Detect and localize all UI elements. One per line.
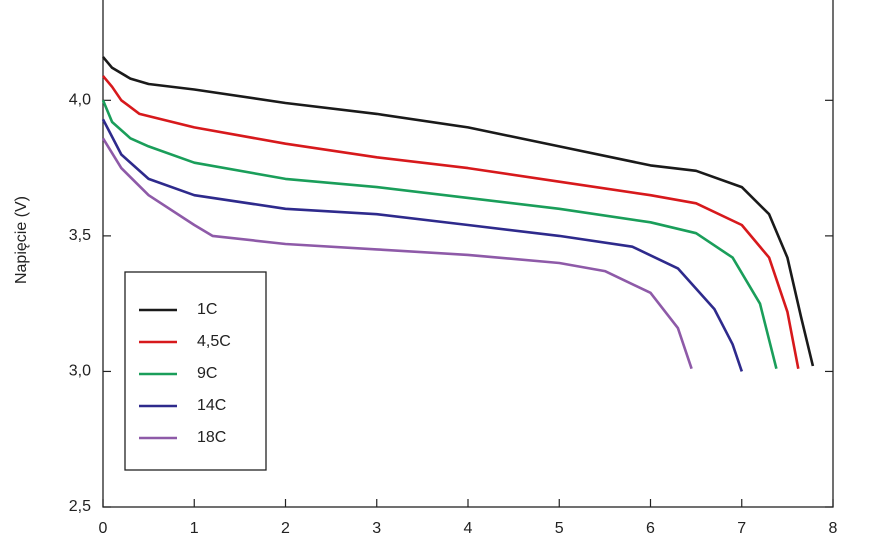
y-tick-label: 4,0 xyxy=(69,92,91,109)
series-line xyxy=(101,118,744,372)
y-axis-label: Napięcie (V) xyxy=(13,196,30,284)
x-tick-label: 4 xyxy=(464,520,473,537)
y-tick-label: 3,0 xyxy=(69,363,91,380)
x-tick-label: 5 xyxy=(555,520,564,537)
series-line xyxy=(102,56,815,367)
x-tick-label: 2 xyxy=(281,520,290,537)
legend-label: 4,5C xyxy=(197,333,231,350)
y-tick-label: 3,5 xyxy=(69,227,91,244)
x-tick-label: 7 xyxy=(737,520,746,537)
x-tick-label: 1 xyxy=(190,520,199,537)
series-line xyxy=(102,75,800,369)
series-line xyxy=(101,137,693,370)
legend-label: 18C xyxy=(197,429,226,446)
y-tick-label: 2,5 xyxy=(69,498,91,515)
x-tick-label: 8 xyxy=(829,520,838,537)
x-tick-label: 6 xyxy=(646,520,655,537)
x-tick-label: 3 xyxy=(372,520,381,537)
x-tick-label: 0 xyxy=(99,520,108,537)
legend-label: 14C xyxy=(197,397,226,414)
series-line xyxy=(101,99,778,370)
legend-box xyxy=(124,271,267,471)
legend-label: 9C xyxy=(197,365,217,382)
legend-label: 1C xyxy=(197,301,217,318)
